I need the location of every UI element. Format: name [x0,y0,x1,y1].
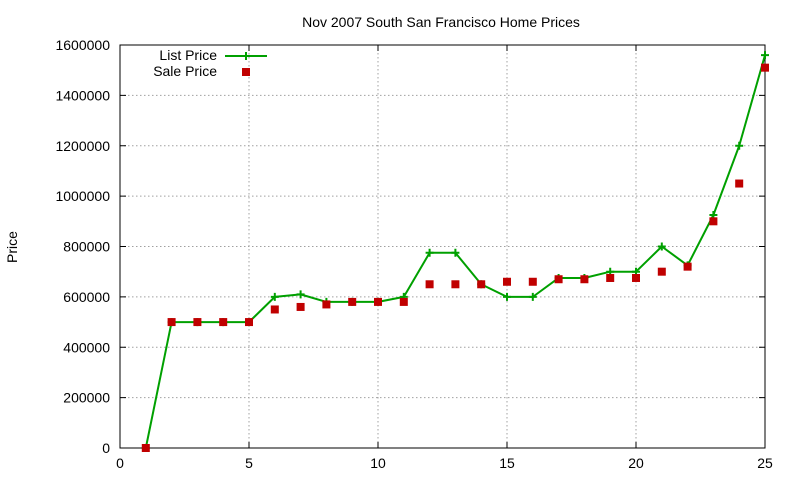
list-price-point [528,292,537,301]
sale-price-point [399,297,408,306]
x-tick-label: 25 [757,455,773,471]
y-tick-label: 800000 [63,239,110,255]
y-tick-label: 0 [102,440,110,456]
y-tick-labels: 0 200000 400000 600000 800000 1000000 1200000 1… [55,37,110,456]
y-tick-label: 1400000 [55,87,110,103]
sale-price-point [580,275,589,284]
legend: List Price Sale Price [153,47,267,79]
sale-price-point [477,280,486,289]
legend-marker-list-price [242,52,250,60]
y-tick-label: 400000 [63,339,110,355]
sale-price-point [528,277,537,286]
sale-price-point [657,267,666,276]
list-price-point [451,248,460,257]
chart-title: Nov 2007 South San Francisco Home Prices [302,14,580,30]
legend-label-list-price: List Price [159,47,217,63]
sale-price-point [245,318,253,327]
y-tick-label: 1600000 [55,37,110,53]
sale-price-point [451,280,460,289]
y-tick-label: 1000000 [55,188,110,204]
sale-price-point [219,318,228,327]
x-tick-label: 15 [499,455,515,471]
x-tick-label: 5 [245,455,253,471]
list-price-point [503,292,511,301]
sale-price-point [683,262,692,271]
x-tick-label: 10 [370,455,386,471]
x-tick-label: 20 [628,455,644,471]
sale-price-point [606,273,615,282]
legend-label-sale-price: Sale Price [153,63,217,79]
legend-item-list-price: List Price [159,47,267,63]
legend-item-sale-price: Sale Price [153,63,250,79]
y-tick-label: 200000 [63,390,110,406]
sale-price-point [322,300,331,309]
sale-price-point [503,277,511,286]
list-price-point [657,242,666,251]
x-tick-labels: 0 5 10 15 20 25 [116,455,773,471]
x-tick-label: 0 [116,455,124,471]
sale-price-point [761,63,769,72]
sale-price-point [735,179,744,188]
y-tick-label: 1200000 [55,138,110,154]
list-price-point [761,51,769,60]
legend-marker-sale-price [242,68,250,76]
grid-lines [120,45,765,448]
y-axis-title: Price [4,231,20,263]
list-price-point [425,248,434,257]
sale-price-point [632,273,640,282]
sale-price-point [141,444,150,452]
axis-ticks [119,44,766,449]
data-series [141,51,769,452]
sale-price-point [348,297,357,306]
sale-price-point [425,280,434,289]
sale-price-point [554,275,563,284]
sale-price-point [296,302,305,311]
list-price-point [735,141,744,150]
sale-price-point [167,318,176,327]
y-tick-label: 600000 [63,289,110,305]
sale-price-point [270,305,279,314]
sale-price-point [709,217,718,226]
list-price-point [270,292,279,301]
list-price-point [296,290,305,299]
sale-price-point [193,318,202,327]
sale-price-point [374,297,382,306]
